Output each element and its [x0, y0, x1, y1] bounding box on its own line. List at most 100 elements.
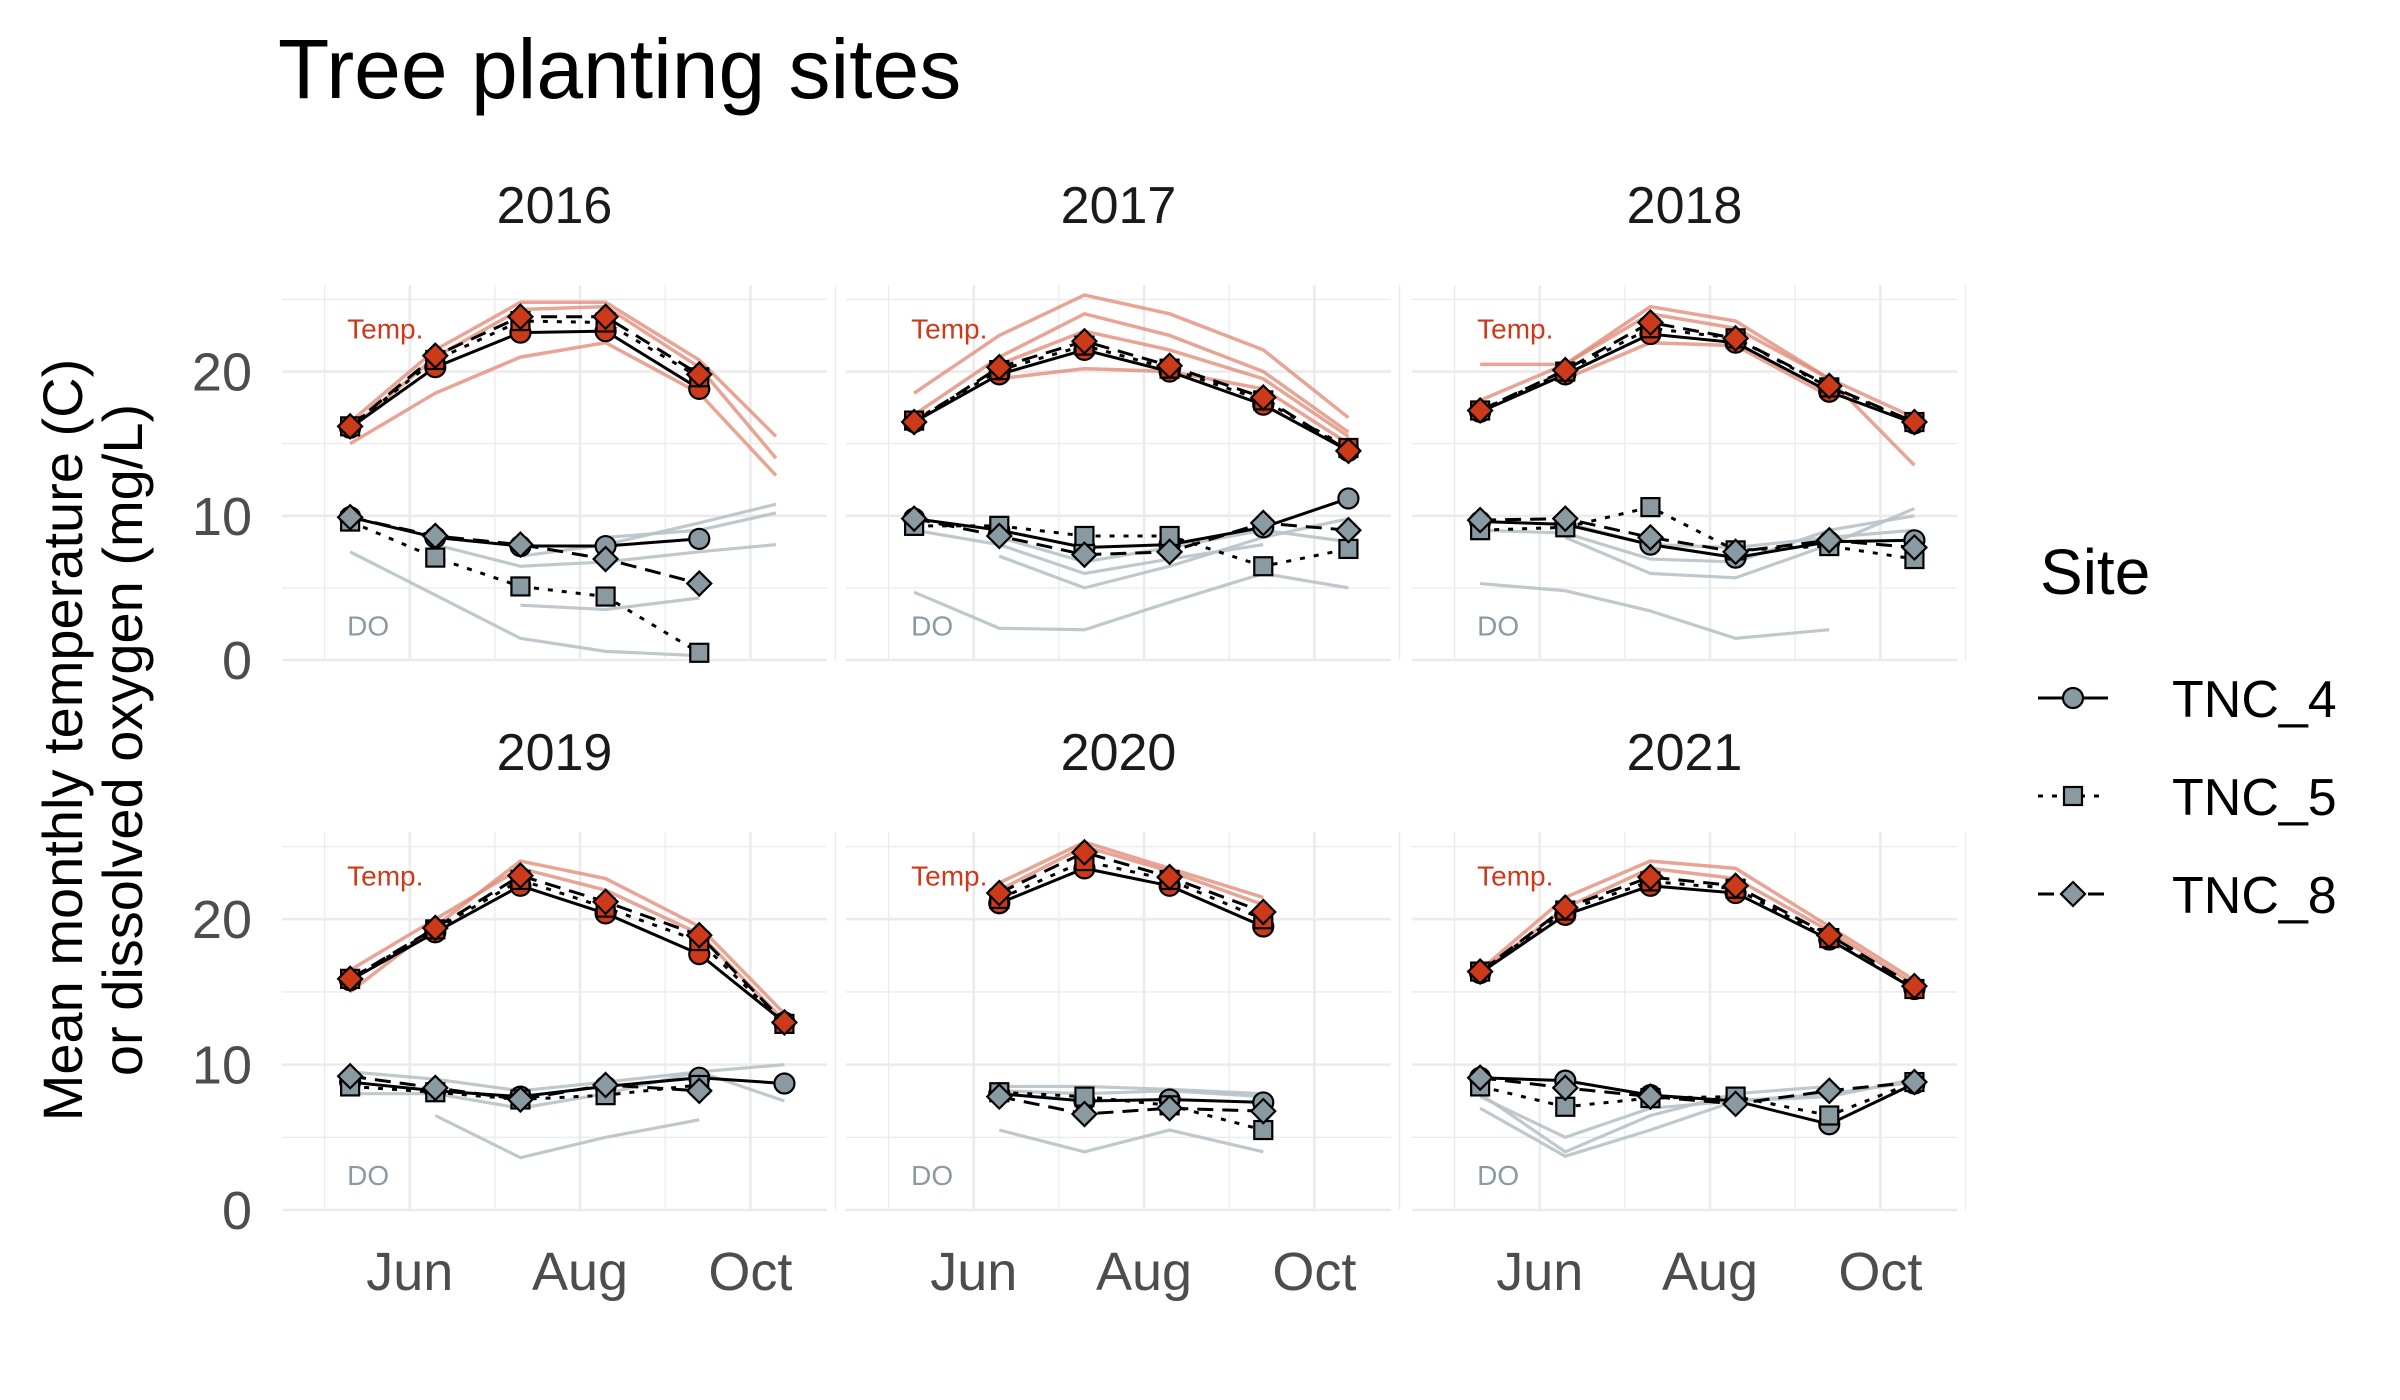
legend-key-marker [2059, 880, 2087, 908]
y-tick-label: 20 [192, 343, 252, 403]
do-annotation: DO [347, 1160, 389, 1191]
do-point-TNC_8 [1070, 1100, 1098, 1128]
do-annotation: DO [1477, 1160, 1519, 1191]
y-axis-label-line1: Mean monthly temperature (C) [31, 359, 94, 1122]
do-point-TNC_8 [985, 522, 1013, 550]
temp-annotation: Temp. [1477, 861, 1553, 892]
panel-2019: 2019 Temp. DO 0 10 20 Jun Aug Oct [192, 724, 837, 1302]
do-point-TNC_5 [1640, 497, 1661, 518]
panel-grid [282, 285, 837, 662]
do-line-TNC_8 [913, 517, 1349, 557]
do-point-TNC_5 [1253, 556, 1274, 577]
temp-point-TNC_8 [1156, 352, 1184, 380]
facet-title: 2017 [1061, 177, 1177, 235]
do-line-TNC_8 [1479, 1076, 1915, 1106]
temp-point-TNC_8 [1249, 383, 1277, 412]
do-line-TNC_5 [999, 1090, 1264, 1132]
facet-title: 2016 [497, 177, 613, 235]
temp-line-TNC_8 [998, 850, 1264, 914]
do-background-line [1480, 514, 1915, 564]
legend: Site TNC_4 TNC_5 TNC_8 [2038, 536, 2337, 925]
temp-point-TNC_8 [506, 862, 534, 890]
panel-2016: 2016 Temp. DO 0 10 20 [192, 177, 837, 691]
do-background-line [1479, 581, 1830, 640]
x-tick-label: Jun [930, 1242, 1017, 1302]
y-axis-label: Mean monthly temperature (C) or dissolve… [31, 359, 154, 1122]
panel-2020: 2020 Temp. DO Jun Aug Oct [846, 724, 1401, 1302]
temp-point-TNC_8 [421, 342, 449, 370]
temp-line-TNC_5 [1479, 326, 1915, 424]
do-line-TNC_5 [1479, 1080, 1915, 1118]
temp-background-line [998, 844, 1264, 907]
temp-point-TNC_8 [1900, 408, 1928, 436]
do-point-TNC_8 [1636, 523, 1664, 551]
do-point-TNC_5 [425, 547, 446, 568]
do-point-TNC_8 [421, 522, 449, 550]
y-tick-label: 0 [222, 1181, 252, 1241]
do-background-line [999, 1089, 1264, 1099]
temp-point-TNC_8 [421, 914, 449, 942]
temp-point-TNC_8 [900, 408, 928, 436]
x-tick-label: Aug [1662, 1242, 1758, 1302]
do-point-TNC_5 [1819, 1105, 1840, 1126]
facet-title: 2020 [1061, 724, 1177, 782]
do-point-TNC_5 [510, 576, 531, 597]
do-background-line [913, 571, 1349, 632]
temp-point-TNC_8 [336, 965, 364, 993]
temp-point-TNC_8 [1156, 863, 1184, 891]
panel-grid [846, 285, 1401, 662]
temp-line-TNC_4 [913, 348, 1350, 453]
do-point-TNC_5 [595, 586, 616, 607]
do-point-TNC_8 [1551, 1074, 1579, 1102]
temp-line-TNC_8 [1479, 875, 1916, 988]
do-line-TNC_5 [1480, 505, 1915, 561]
temp-point-TNC_8 [1636, 308, 1664, 337]
do-point-TNC_4 [688, 527, 711, 550]
x-tick-label: Aug [1096, 1242, 1192, 1302]
temp-point-TNC_8 [592, 303, 620, 331]
do-point-TNC_8 [592, 1071, 620, 1099]
temp-background-line [913, 293, 1350, 420]
legend-title: Site [2040, 536, 2150, 608]
do-line-TNC_8 [349, 1074, 700, 1102]
y-tick-label: 10 [192, 487, 252, 547]
panel-grid [1412, 285, 1967, 662]
facet-title: 2019 [497, 724, 613, 782]
x-tick-label: Jun [366, 1242, 453, 1302]
do-background-line [999, 1084, 1264, 1096]
do-point-TNC_8 [1722, 538, 1750, 566]
temp-point-TNC_8 [1722, 324, 1750, 352]
do-point-TNC_4 [1337, 487, 1360, 510]
temp-line-TNC_5 [1479, 879, 1916, 991]
x-tick-label: Oct [1838, 1242, 1922, 1302]
do-point-TNC_8 [1334, 516, 1362, 544]
temp-annotation: Temp. [347, 313, 423, 344]
temp-background-line [348, 300, 778, 438]
temp-line-TNC_5 [349, 319, 701, 428]
temp-point-TNC_8 [985, 353, 1013, 381]
do-point-TNC_8 [1156, 538, 1184, 566]
facet-title: 2021 [1627, 724, 1743, 782]
facet-title: 2018 [1627, 177, 1743, 235]
temp-background-line [1564, 340, 1831, 398]
panel-grid [846, 832, 1401, 1212]
do-annotation: DO [911, 610, 953, 641]
do-annotation: DO [347, 610, 389, 641]
do-background-line [1479, 1084, 1830, 1154]
do-line-TNC_5 [914, 524, 1349, 568]
temp-point-TNC_8 [1551, 894, 1579, 922]
temp-background-line [1479, 312, 1916, 420]
do-point-TNC_8 [685, 570, 713, 598]
do-point-TNC_8 [685, 1077, 713, 1105]
temp-annotation: Temp. [911, 313, 987, 344]
do-point-TNC_8 [1900, 1068, 1928, 1096]
temp-annotation: Temp. [347, 861, 423, 892]
do-background-line [520, 596, 700, 612]
panel-2017: 2017 Temp. DO [846, 177, 1401, 662]
do-point-TNC_8 [1722, 1090, 1750, 1118]
legend-label: TNC_5 [2172, 769, 2337, 827]
temp-point-TNC_8 [1466, 958, 1494, 986]
do-background-line [998, 1128, 1264, 1154]
y-tick-label: 0 [222, 631, 252, 691]
legend-label: TNC_8 [2172, 867, 2337, 925]
